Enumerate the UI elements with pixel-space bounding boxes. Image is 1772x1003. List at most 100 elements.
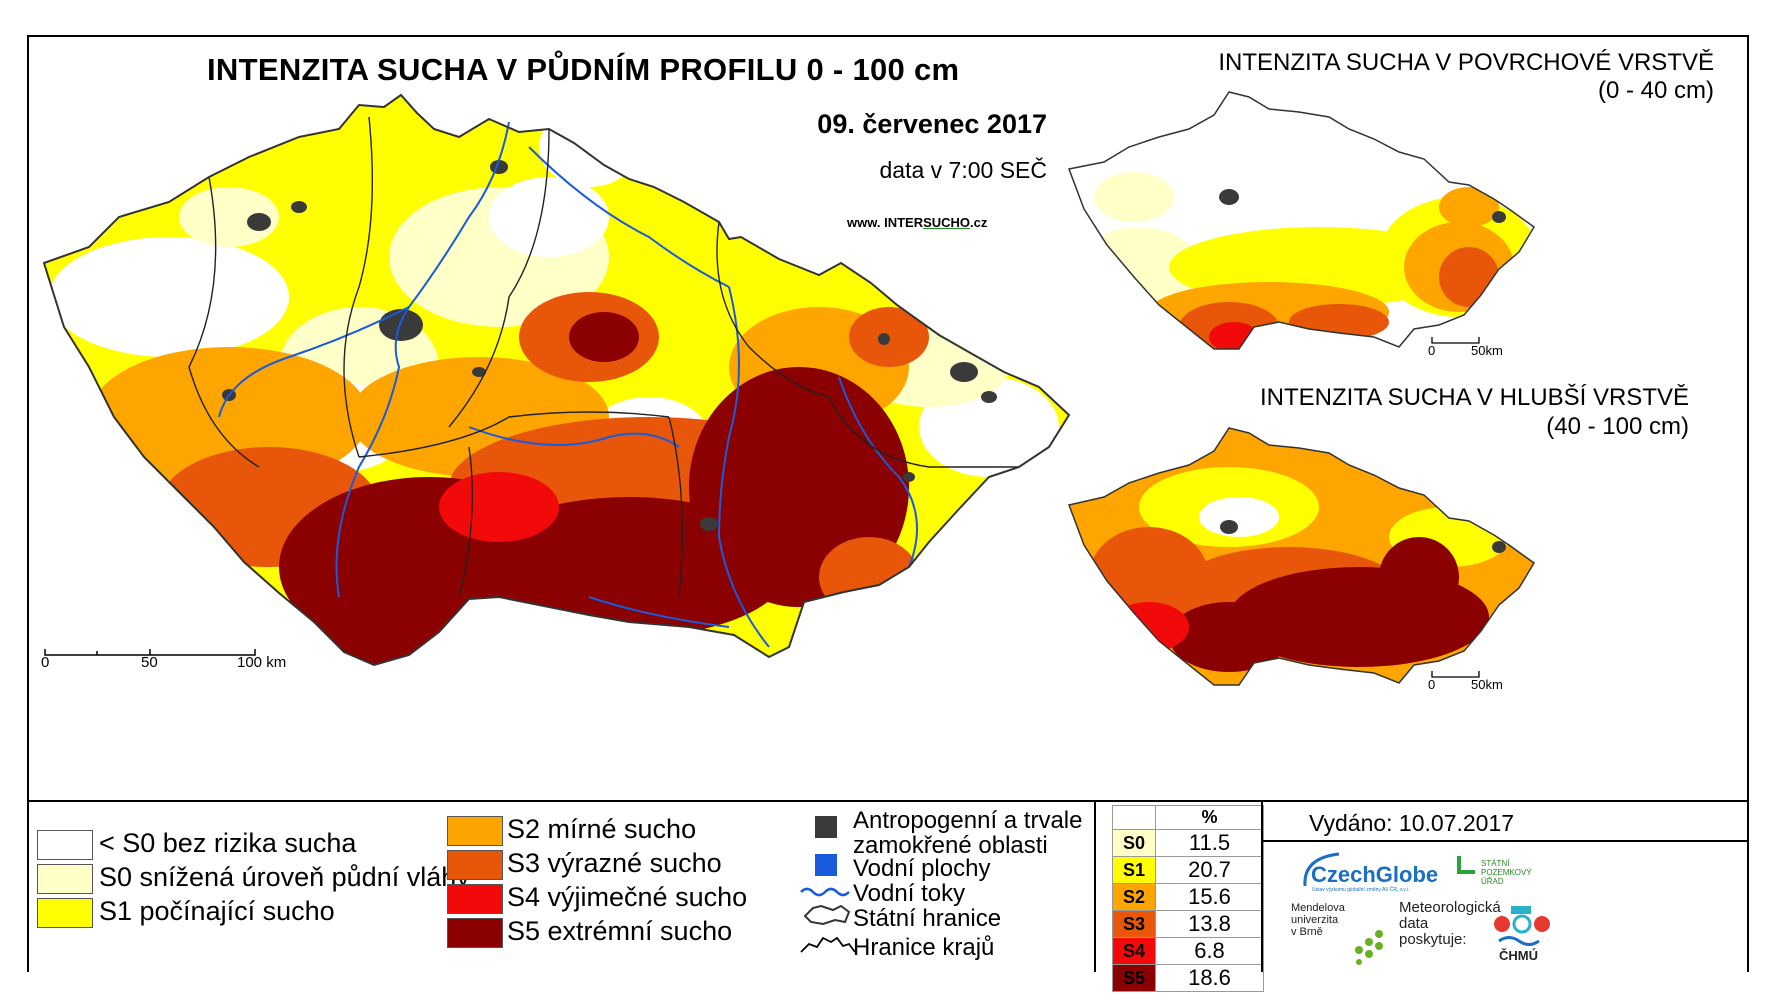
spu-line-1: STÁTNÍ <box>1481 859 1510 868</box>
czechglobe-logo-text: CzechGlobe <box>1311 862 1439 887</box>
mendelu-line-2: univerzita <box>1291 914 1339 926</box>
map-panel: INTENZITA SUCHA V PŮDNÍM PROFILU 0 - 100… <box>29 37 1747 800</box>
inset-top-title: INTENZITA SUCHA V POVRCHOVÉ VRSTVĚ <box>1218 49 1714 76</box>
mendelu-line-3: v Brně <box>1291 926 1323 938</box>
inset-bottom-depth: (40 - 100 cm) <box>1546 413 1689 440</box>
main-map-fill <box>44 95 1069 665</box>
stat-code: S2 <box>1112 883 1156 911</box>
legend-label-s0: S0 snížená úroveň půdní vláhy <box>99 862 470 892</box>
statistics-row-s4: S4 6.8 <box>1112 937 1264 965</box>
statistics-row-s3: S3 13.8 <box>1112 910 1264 938</box>
legend-swatch-s5 <box>447 918 503 948</box>
legend-swatch-below-s0 <box>37 830 93 860</box>
regional-borders <box>188 116 1019 598</box>
stat-code: S4 <box>1112 937 1156 965</box>
spu-logo-mark <box>1457 856 1475 874</box>
meteo-data-text: Meteorologická data poskytuje: <box>1399 900 1501 948</box>
spu-line-2: POZEMKOVÝ <box>1481 868 1532 877</box>
mendelu-logo-dots <box>1355 930 1383 965</box>
inset-top-border <box>1067 91 1535 350</box>
water-body-icon <box>815 854 837 876</box>
stat-value: 11.5 <box>1155 829 1264 857</box>
inset-top-fill <box>1069 92 1534 349</box>
legend-swatch-s2 <box>447 816 503 846</box>
legend-swatch-s4 <box>447 884 503 914</box>
legend-label-s3: S3 výrazné sucho <box>507 848 722 878</box>
website-link[interactable]: www. INTERSUCHO.cz <box>847 215 987 230</box>
meteo-line-1: Meteorologická <box>1399 899 1501 916</box>
website-suffix: .cz <box>970 215 988 230</box>
legend-label-s1: S1 počínající sucho <box>99 896 335 926</box>
map-date: 09. červenec 2017 <box>817 109 1047 139</box>
legend-swatch-s3 <box>447 850 503 880</box>
inset-bottom-border <box>1067 427 1535 686</box>
legend-anthropogenic-line1: Antropogenní a trvale <box>853 807 1083 834</box>
stat-code: S5 <box>1112 964 1156 992</box>
legend-divider-3 <box>1263 840 1747 842</box>
statistics-table: % S0 11.5 S1 20.7 S2 15.6 S3 13.8 S4 6.8 S5 18… <box>1112 805 1264 992</box>
inset-bottom-title: INTENZITA SUCHA V HLUBŠÍ VRSTVĚ <box>1260 384 1689 411</box>
stat-value: 15.6 <box>1155 883 1264 911</box>
inset-bottom-scale-50: 50km <box>1471 677 1503 692</box>
partner-logos <box>1303 852 1550 965</box>
stat-value: 6.8 <box>1155 937 1264 965</box>
mendelu-logo-text: Mendelova univerzita v Brně <box>1291 902 1345 938</box>
czechglobe-logo-arc <box>1303 852 1340 887</box>
stat-value: 20.7 <box>1155 856 1264 884</box>
legend-label-below-s0: < S0 bez rizika sucha <box>99 828 357 858</box>
legend-label-s4: S4 výjimečné sucho <box>507 882 748 912</box>
legend-divider-2 <box>1261 802 1263 972</box>
inset-top-scale-50: 50km <box>1471 343 1503 358</box>
inset-bottom-scale-bar <box>1431 671 1480 678</box>
main-drought-map <box>42 91 1535 686</box>
legend-divider-1 <box>1094 802 1096 972</box>
chmu-logo-text: ČHMÚ <box>1499 948 1538 963</box>
main-scale-label-100: 100 km <box>237 654 287 671</box>
mendelu-line-1: Mendelova <box>1291 902 1345 914</box>
symbol-icons <box>800 816 856 953</box>
stat-value: 13.8 <box>1155 910 1264 938</box>
chmu-logo-mark <box>1494 906 1550 946</box>
data-time: data v 7:00 SEČ <box>879 157 1048 183</box>
legend-swatch-s0 <box>37 864 93 894</box>
issued-date: Vydáno: 10.07.2017 <box>1309 810 1515 836</box>
legend-rivers: Vodní toky <box>853 880 966 907</box>
stat-code: S0 <box>1112 829 1156 857</box>
spu-line-3: ÚŘAD <box>1481 877 1504 886</box>
legend-label-s2: S2 mírné sucho <box>507 814 697 844</box>
legend-water-bodies: Vodní plochy <box>853 855 991 882</box>
national-border <box>42 93 1071 667</box>
main-scale-label-50: 50 <box>141 654 158 671</box>
statistics-row-s5: S5 18.6 <box>1112 964 1264 992</box>
stat-code: S1 <box>1112 856 1156 884</box>
inset-top-scale-bar <box>1431 337 1480 344</box>
inset-top-scale-0: 0 <box>1428 343 1436 358</box>
stat-code: S3 <box>1112 910 1156 938</box>
legend-label-s5: S5 extrémní sucho <box>507 916 733 946</box>
rivers <box>218 121 918 648</box>
legend-swatch-s1 <box>37 898 93 928</box>
stat-value: 18.6 <box>1155 964 1264 992</box>
inset-bottom-scale-0: 0 <box>1428 677 1436 692</box>
regional-border-icon <box>800 936 856 953</box>
river-icon <box>800 887 850 897</box>
czechglobe-logo-subtitle: Ústav výzkumu globální změny AV ČR, v.v.… <box>1312 887 1410 893</box>
legend-panel: < S0 bez rizika sucha S0 snížená úroveň … <box>29 800 1747 992</box>
website-brand: SUCHO <box>923 215 971 230</box>
map-frame: INTENZITA SUCHA V PŮDNÍM PROFILU 0 - 100… <box>27 35 1749 992</box>
anthropogenic-area-icon <box>815 816 837 838</box>
main-scale-bar <box>44 649 256 656</box>
spu-logo-text: STÁTNÍ POZEMKOVÝ ÚŘAD <box>1481 859 1532 886</box>
website-prefix: www. INTER <box>847 215 924 230</box>
legend-national-border: Státní hranice <box>853 905 1002 932</box>
statistics-row-s2: S2 15.6 <box>1112 883 1264 911</box>
statistics-row-s1: S1 20.7 <box>1112 856 1264 884</box>
meteo-line-2: data <box>1399 915 1429 932</box>
legend-regional-border: Hranice krajů <box>853 934 995 961</box>
statistics-header-row: % <box>1112 805 1264 830</box>
inset-bottom-fill <box>1069 428 1534 685</box>
statistics-header: % <box>1155 805 1264 830</box>
legend-anthropogenic-line2: zamokřené oblasti <box>853 832 1048 859</box>
meteo-line-3: poskytuje: <box>1399 931 1467 948</box>
main-scale-label-0: 0 <box>41 654 50 671</box>
